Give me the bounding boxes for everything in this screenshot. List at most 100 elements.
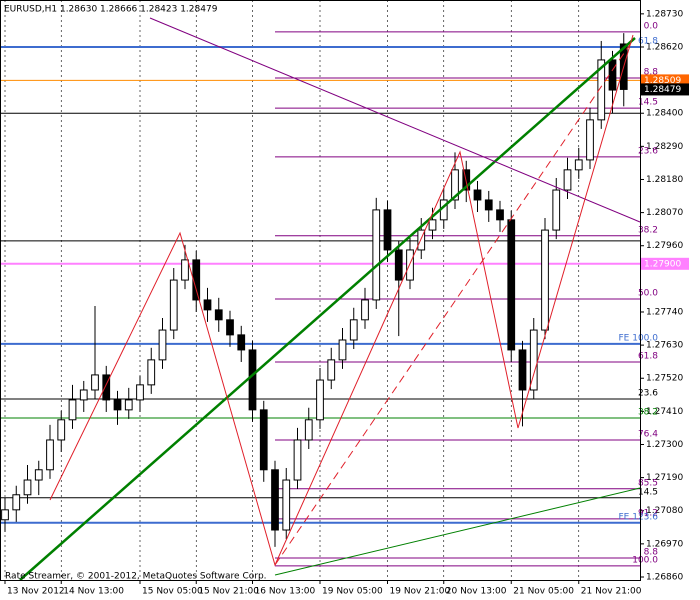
trend-line (274, 487, 641, 576)
level-label: 85.5 (638, 478, 658, 488)
level-label: 14.5 (638, 98, 658, 108)
candle-body (529, 329, 538, 391)
candle-body (57, 419, 66, 441)
y-tick-label: 1.28730 (646, 9, 683, 19)
x-tick-label: 21 Nov 21:00 (581, 587, 642, 597)
y-tick-label: 1.26970 (646, 539, 683, 549)
level-label: 14.5 (638, 487, 658, 497)
candle-body (316, 379, 324, 421)
price-box (641, 74, 689, 87)
candle-body (417, 229, 426, 251)
y-tick-label: 1.27080 (646, 506, 683, 516)
candle-body (46, 439, 54, 471)
x-tick-label: 21 Nov 05:00 (513, 587, 574, 597)
x-tick-label: 15 Nov 21:00 (198, 587, 259, 597)
candle-body (608, 59, 617, 91)
price-box-label: 1.28479 (644, 85, 681, 95)
trend-lines (19, 17, 641, 581)
candle-body (304, 419, 313, 441)
candle-body (507, 219, 516, 351)
x-tick-label: 19 Nov 21:00 (390, 587, 451, 597)
y-tick-label: 1.28400 (646, 109, 683, 119)
candle-body (338, 339, 347, 361)
candle-body (124, 399, 133, 411)
level-label: 61.8 (638, 351, 658, 361)
candle-body (214, 309, 223, 321)
candle-body (271, 469, 279, 531)
x-tick-label: 14 Nov 13:00 (63, 587, 124, 597)
candle-body (192, 259, 201, 301)
y-tick-label: 1.27190 (646, 473, 683, 483)
candle-body (484, 199, 493, 211)
plot: 1.28730 1.28620 1.28400 1.28290 1.28180 1.280… (0, 0, 683, 597)
level-label: 23.6 (638, 389, 658, 399)
candle-body (203, 299, 212, 311)
level-label: 61.8 (638, 36, 658, 46)
candle-body (383, 209, 392, 251)
y-tick-label: 1.27520 (646, 374, 683, 384)
level-label: 38.2 (638, 407, 658, 417)
y-tick-label: 1.28290 (646, 142, 683, 152)
level-label: 50.0 (638, 289, 658, 299)
y-tick-label: 1.28070 (646, 208, 683, 218)
level-label: 0.0 (644, 21, 659, 31)
candle-body (563, 169, 572, 191)
plot-border (0, 0, 641, 581)
level-label: FE 100.0 (619, 333, 659, 343)
y-tick-label: 1.27960 (646, 241, 683, 251)
level-label: 8.8 (644, 67, 659, 77)
candle-body (68, 399, 77, 421)
candle-body (34, 469, 43, 481)
level-label: 76.4 (638, 429, 658, 439)
level-label: 8.8 (644, 548, 659, 558)
candle-body (372, 209, 381, 301)
candle-body (597, 59, 606, 121)
trend-line (19, 37, 636, 581)
trend-line (274, 39, 634, 566)
price-box (641, 257, 689, 270)
candle-body (12, 494, 21, 511)
candle-body (394, 249, 403, 281)
price-box (641, 83, 689, 96)
y-tick-label: 1.26860 (646, 572, 683, 582)
candle-body (1, 509, 9, 521)
watermark: Rate Streamer, © 2001-2012, MetaQuotes S… (5, 572, 267, 582)
candle-body (158, 329, 167, 361)
candle-body (406, 249, 414, 281)
chart-title: EURUSD,H1 1.28630 1.28666 1.28423 1.2847… (4, 5, 218, 15)
candle-body (428, 219, 437, 231)
candle-body (102, 374, 111, 401)
price-box-label: 1.28509 (644, 76, 681, 86)
x-tick-label: 16 Nov 13:00 (255, 587, 316, 597)
y-tick-label: 1.28180 (646, 175, 683, 185)
y-tick-label: 1.27410 (646, 407, 683, 417)
candle-body (473, 189, 482, 201)
candle-body (181, 259, 189, 281)
zigzag (49, 34, 634, 567)
candle-body (248, 349, 257, 411)
x-tick-label: 15 Nov 05:00 (142, 587, 203, 597)
candle-body (451, 169, 459, 201)
candle-body (541, 229, 549, 331)
candle-body (327, 359, 336, 381)
level-label: 23.6 (638, 146, 658, 156)
candle-body (226, 319, 234, 336)
trend-line (149, 17, 641, 223)
candle-body (361, 299, 369, 321)
candle-body (237, 334, 246, 351)
candle-body (574, 159, 583, 171)
x-tick-label: 20 Nov 13:00 (446, 587, 507, 597)
y-tick-label: 1.27630 (646, 341, 683, 351)
y-tick-label: 1.28620 (646, 42, 683, 52)
candle-body (136, 384, 144, 401)
candle-body (518, 349, 527, 391)
level-label: 91.2 (638, 508, 658, 518)
candle-body (496, 209, 504, 221)
price-box-label: 1.27900 (644, 259, 681, 269)
level-label: FE 123.6 (619, 512, 659, 522)
candle-body (349, 319, 358, 341)
level-label: 38.2 (638, 225, 658, 235)
